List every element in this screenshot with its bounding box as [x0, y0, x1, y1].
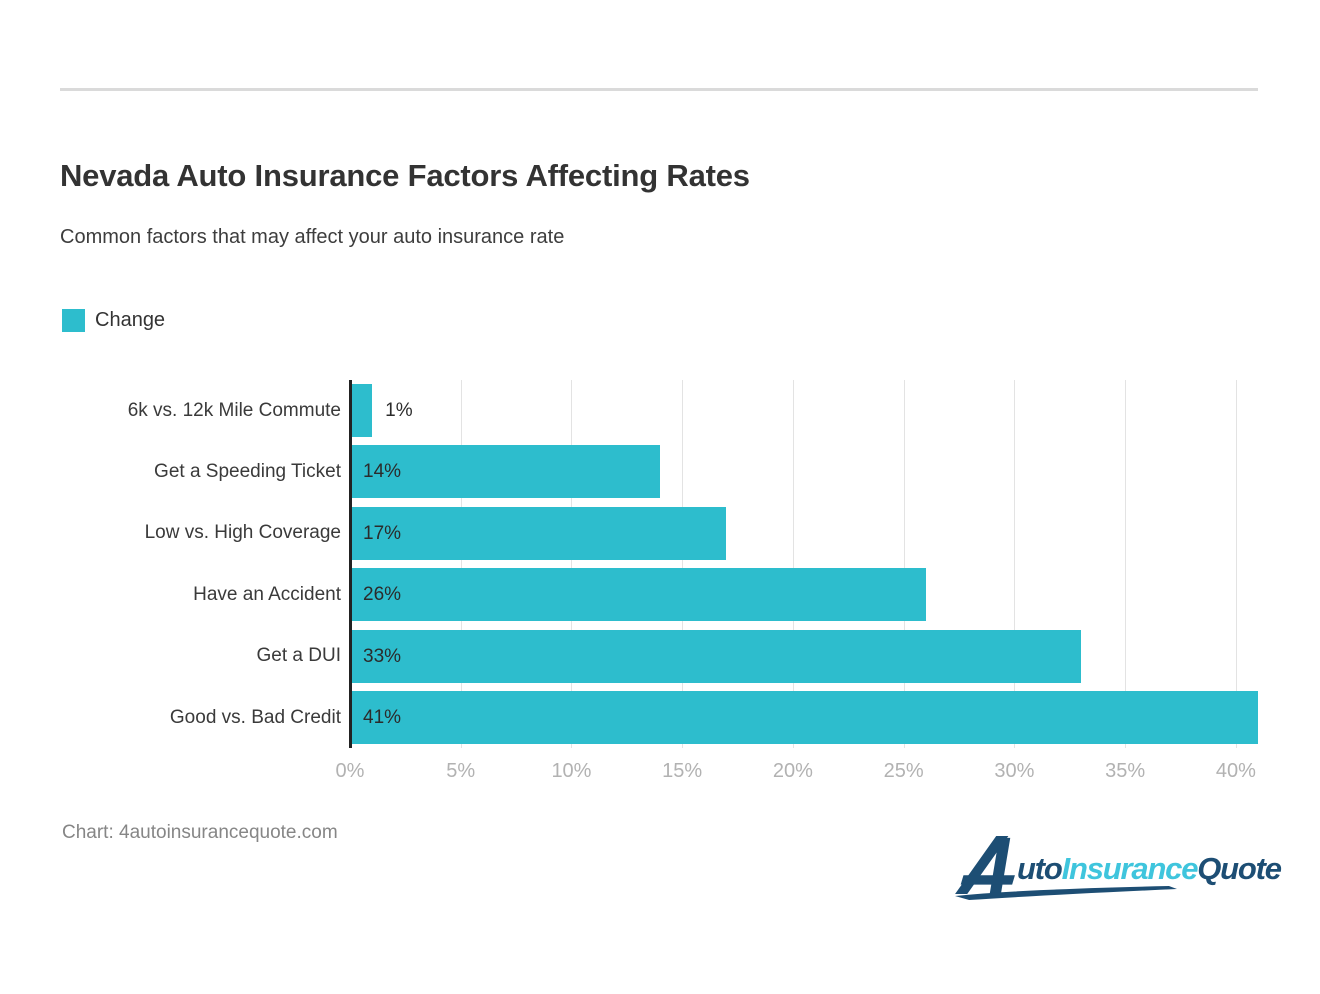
category-label: Get a Speeding Ticket [154, 461, 341, 483]
gridline [903, 380, 905, 749]
x-axis-tick-label: 35% [1105, 760, 1146, 783]
brand-logo: uto Insurance Quote [953, 836, 1282, 902]
x-axis-tick-label: 25% [883, 760, 924, 783]
gridline [1235, 380, 1237, 749]
gridline [460, 380, 462, 749]
bars: 1% 14% 17% 26% 33% 41% [350, 380, 1258, 748]
logo-text-insurance: Insurance [1061, 851, 1199, 886]
plot-area: 1% 14% 17% 26% 33% 41% [349, 380, 1258, 749]
legend-swatch-icon [62, 309, 85, 332]
x-axis-tick-label: 30% [994, 760, 1035, 783]
bar-row: 26% [350, 564, 1258, 625]
x-axis-tick-label: 40% [1215, 760, 1256, 783]
x-axis-tick-label: 20% [772, 760, 813, 783]
bar-row: 14% [350, 441, 1258, 502]
category-labels: 6k vs. 12k Mile Commute Get a Speeding Ti… [60, 380, 350, 748]
logo-text-quote: Quote [1197, 851, 1282, 886]
legend: Change [62, 309, 165, 332]
x-axis-tick-label: 15% [662, 760, 703, 783]
top-divider [60, 88, 1258, 91]
x-axis-tick-label: 0% [335, 760, 365, 783]
bar-row: 33% [350, 626, 1258, 687]
bar [350, 506, 727, 560]
gridline [1125, 380, 1127, 749]
category-label: Low vs. High Coverage [144, 522, 341, 544]
bar-value-label: 41% [363, 706, 402, 728]
logo-a-glyph [955, 836, 1015, 894]
page-title: Nevada Auto Insurance Factors Affecting … [60, 158, 750, 193]
category-label: Good vs. Bad Credit [169, 706, 341, 728]
bar-value-label: 17% [363, 522, 402, 544]
bar-value-label: 33% [363, 645, 402, 667]
y-axis-line [349, 380, 352, 749]
page-subtitle: Common factors that may affect your auto… [60, 226, 565, 248]
category-label: 6k vs. 12k Mile Commute [127, 399, 341, 421]
logo-swoosh [955, 886, 1177, 900]
bar-value-label: 1% [385, 400, 413, 421]
logo-text-auto: uto [1017, 851, 1063, 886]
bar [350, 690, 1258, 744]
legend-label: Change [95, 309, 166, 331]
bar-value-label: 14% [363, 461, 402, 483]
gridline [792, 380, 794, 749]
category-label: Get a DUI [256, 645, 341, 667]
bar-chart: 6k vs. 12k Mile Commute Get a Speeding Ti… [60, 380, 1258, 784]
x-axis-tick-label: 5% [446, 760, 476, 783]
category-label: Have an Accident [193, 583, 341, 605]
bar [350, 568, 926, 622]
gridline [571, 380, 573, 749]
bar-value-label: 26% [363, 584, 402, 606]
bar-row: 41% [350, 687, 1258, 748]
bar [350, 445, 661, 499]
source-note: Chart: 4autoinsurancequote.com [62, 822, 338, 843]
x-axis-tick-label: 10% [551, 760, 592, 783]
gridline [682, 380, 684, 749]
bar-row: 1% [350, 380, 1258, 441]
bar-row: 17% [350, 503, 1258, 564]
x-axis: 0% 5% 10% 15% 20% 25% 30% 35% 40% [336, 748, 1258, 784]
bar [350, 629, 1081, 683]
gridline [1014, 380, 1016, 749]
bar [350, 384, 373, 437]
